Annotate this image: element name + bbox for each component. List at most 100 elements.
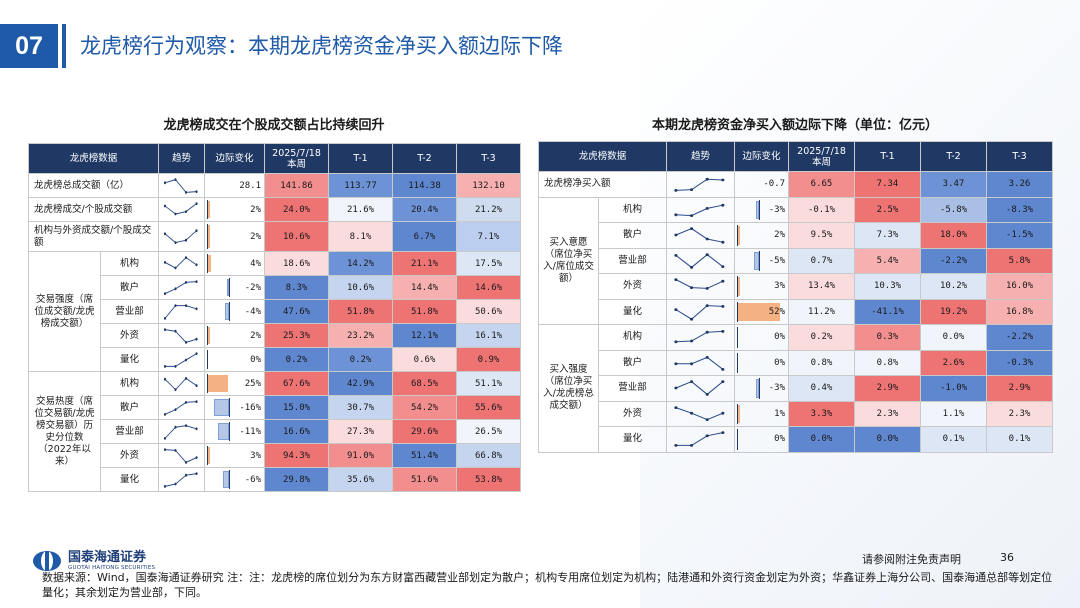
value-cell: 7.3% [854, 222, 922, 249]
source-note: 数据来源：Wind，国泰海通证券研究 注：注：龙虎榜的席位划分为东方财富西藏营业… [42, 571, 1053, 599]
trend-point [195, 383, 198, 387]
trend-point [705, 237, 709, 241]
trend-point [174, 303, 177, 307]
trend-point [195, 262, 198, 266]
table-row: 龙虎榜成交/个股成交额 2% 24.0% 21.6% 20.4% 21.2% [27, 197, 522, 222]
row-label: 量化 [99, 467, 160, 492]
trend-line [675, 279, 724, 290]
row-label: 量化 [99, 347, 160, 372]
table-row: 量化 0% 0.0% 0.0% 0.1% 0.1% [539, 426, 1054, 453]
trend-line [164, 280, 197, 294]
trend-point [163, 327, 167, 331]
row-label: 散户 [597, 349, 668, 376]
trend-point [674, 307, 678, 311]
trend-point [721, 367, 725, 371]
trend-point [195, 471, 198, 475]
trend-point [174, 387, 177, 391]
row-label: 机构 [99, 251, 160, 276]
trend-point [674, 362, 678, 365]
left-data-table: 龙虎榜数据 趋势 边际变化 2025/7/18 本周 T-1 T-2 T-3 龙虎榜总成交额（… [27, 143, 522, 492]
change-bar [738, 302, 780, 321]
change-value: -3% [768, 204, 786, 215]
trend-point [721, 330, 725, 334]
zero-line [229, 278, 231, 297]
trend-point [163, 260, 167, 264]
value-cell: 10.6% [264, 221, 330, 252]
table-row: 外资 2% 25.3% 23.2% 12.1% 16.1% [29, 323, 522, 348]
change-value: -2% [244, 282, 262, 293]
value-cell: 24.0% [264, 197, 330, 222]
change-value: -0.7 [763, 179, 786, 190]
trend-point [721, 380, 725, 384]
trend-sparkline [666, 196, 736, 223]
value-cell: 47.6% [264, 299, 330, 324]
zero-line [207, 224, 209, 249]
value-cell: 7.1% [456, 221, 522, 252]
value-cell: 13.4% [788, 273, 856, 300]
value-cell: 51.8% [392, 299, 458, 324]
row-label: 营业部 [597, 247, 668, 274]
change-value: 0% [774, 357, 786, 368]
marginal-change: -3% [734, 196, 790, 223]
zero-line [229, 470, 231, 489]
value-cell: 21.2% [456, 197, 522, 222]
value-cell: 14.4% [392, 275, 458, 300]
trend-line [164, 256, 197, 269]
change-bar [208, 447, 211, 464]
trend-sparkline [158, 275, 206, 300]
value-cell: 5.4% [854, 247, 922, 274]
logo-name: 国泰海通证券 [68, 550, 147, 565]
trend-line [675, 204, 723, 216]
value-cell: 68.5% [392, 371, 458, 396]
marginal-change: -0.7 [734, 171, 790, 198]
change-value: 4% [250, 258, 262, 269]
table-row: 营业部 -5% 0.7% 5.4% -2.2% 5.8% [539, 247, 1054, 274]
trend-point [690, 380, 694, 384]
column-header: T-2 [920, 141, 988, 172]
trend-sparkline [666, 298, 736, 325]
value-cell: -2.2% [920, 247, 988, 274]
value-cell: 3.47 [920, 171, 988, 198]
trend-point [184, 423, 188, 427]
value-cell: 10.3% [854, 273, 922, 300]
trend-point [705, 417, 709, 421]
value-cell: 6.7% [392, 221, 458, 252]
value-cell: 18.0% [920, 222, 988, 249]
change-value: -6% [244, 474, 262, 485]
marginal-change: 2% [204, 221, 266, 252]
value-cell: 0.4% [788, 375, 856, 402]
row-label: 散户 [99, 275, 160, 300]
value-cell: 27.3% [328, 419, 394, 444]
change-value: 2% [250, 204, 262, 215]
value-cell: 8.3% [264, 275, 330, 300]
trend-point [721, 280, 725, 283]
change-value: 0% [774, 332, 786, 343]
trend-line [164, 202, 197, 215]
trend-point [163, 364, 167, 368]
trend-point [174, 240, 177, 244]
change-value: 28.1 [239, 180, 262, 191]
table-row: 交易热度（席位交易额/龙虎榜交易额）历史分位数（2022年以来） 机构 25% 67.… [28, 371, 522, 492]
marginal-change: -4% [204, 299, 266, 324]
trend-point [163, 291, 167, 295]
trend-sparkline [666, 426, 736, 453]
marginal-change: 1% [734, 400, 790, 427]
marginal-change: 3% [204, 443, 266, 468]
value-cell: -1.5% [986, 222, 1054, 249]
value-cell: 132.10 [456, 173, 522, 198]
change-value: 2% [250, 231, 262, 242]
trend-point [690, 227, 694, 231]
trend-point [174, 425, 177, 429]
table-row: 买入强度（席位净买入/龙虎榜总成交额） 机构 0% 0.2% 0.3% 0.0% -2.2% [538, 324, 1054, 453]
trend-point [674, 278, 678, 282]
trend-sparkline [158, 173, 206, 198]
value-cell: 0.8% [788, 349, 856, 376]
change-bar [208, 201, 211, 218]
value-cell: 12.1% [392, 323, 458, 348]
trend-point [674, 189, 678, 193]
trend-point [163, 204, 167, 207]
change-value: -4% [244, 306, 262, 317]
change-bar [756, 379, 759, 398]
table-row: 交易强度（席位成交额/龙虎榜成交额） 机构 4% 18.6% 14.2% 21.1% 17.… [28, 251, 522, 372]
change-bar [754, 251, 759, 270]
